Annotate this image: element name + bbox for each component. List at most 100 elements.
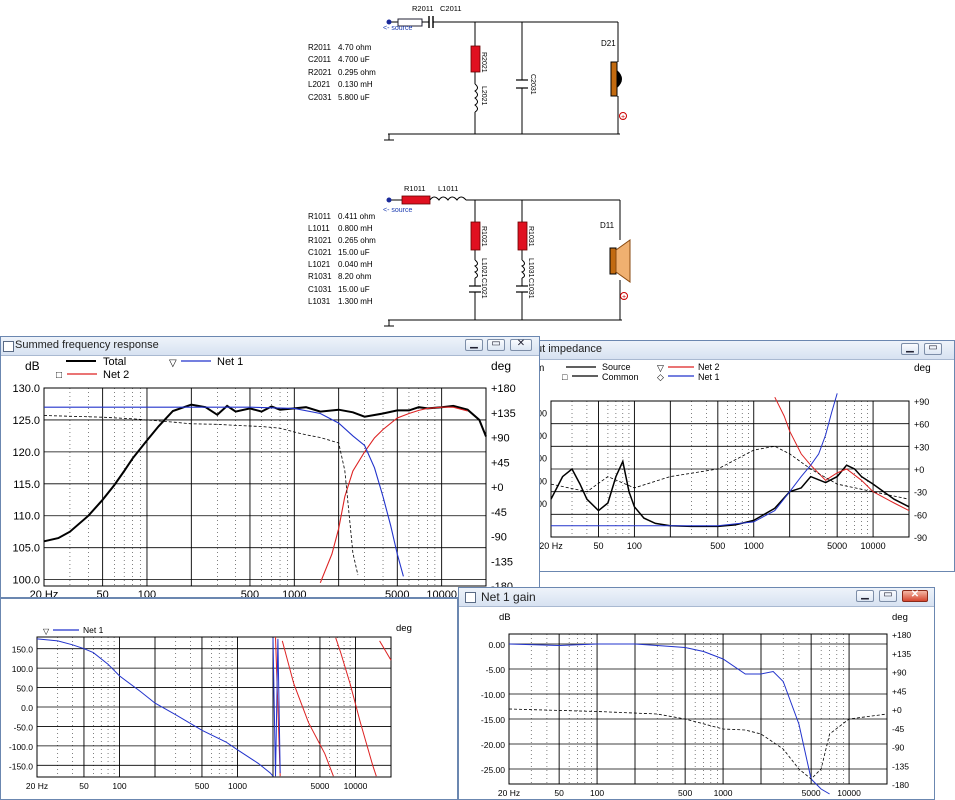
x-tick-label: 10000	[426, 589, 457, 598]
x-tick-label: 100	[590, 788, 604, 798]
capacitor-c1031[interactable]	[516, 285, 528, 293]
speaker-d11[interactable]	[609, 239, 631, 283]
deg-tick-label: +135	[892, 649, 911, 659]
deg-tick-label: +45	[491, 457, 510, 469]
x-tick-label: 500	[241, 589, 259, 598]
label-l2021: L2021	[480, 86, 487, 106]
label-r2021: R2021	[480, 52, 487, 73]
maximize-icon: ▭	[883, 589, 893, 600]
y-tick-label: 105.0	[12, 543, 40, 555]
maximize-icon: ▭	[491, 338, 501, 349]
label-c1031: C1031	[527, 278, 534, 299]
series-line-net-2	[319, 406, 468, 584]
phase-wrap-segment	[281, 640, 334, 777]
phase-window[interactable]: 150.0 100.0 50.0 0.0 -50.0 -100.0 -150.0 20 Hz 5…	[0, 598, 458, 800]
gain-titlebar[interactable]: Net 1 gain ▁ ▭ ✕	[459, 588, 934, 607]
y-tick-label: -15.00	[481, 715, 505, 725]
impedance-titlebar[interactable]: ut impedance ▁ ▭	[506, 341, 954, 360]
source-label-2: <- source	[383, 207, 412, 214]
deg-tick-label: -180	[892, 780, 909, 790]
speaker-d21[interactable]	[610, 61, 622, 97]
label-l1031: L1031	[527, 258, 534, 278]
right-unit-label: deg	[491, 359, 511, 373]
capacitor-c2011[interactable]	[428, 16, 434, 28]
summed-response-window[interactable]: Summed frequency response ▁ ▭ ✕ 130.0 125…	[0, 336, 540, 598]
close-button[interactable]: ✕	[510, 338, 532, 351]
resistor-r2021[interactable]	[470, 45, 481, 73]
legend-symbol-common: □	[562, 372, 568, 382]
x-tick-label: 20 Hz	[30, 589, 59, 598]
label-c1021: C1021	[480, 278, 487, 299]
deg-tick-label: -90	[491, 532, 507, 544]
inductor-l2021[interactable]	[474, 83, 478, 113]
label-c2011: C2011	[440, 4, 462, 13]
deg-tick-label: +90	[491, 433, 510, 445]
legend-label-net1: Net 1	[83, 625, 104, 635]
plot-frame	[43, 387, 487, 587]
label-r1021: R1021	[480, 226, 487, 247]
label-c2031: C2031	[529, 74, 536, 95]
phase-chart: 150.0 100.0 50.0 0.0 -50.0 -100.0 -150.0 20 Hz 5…	[9, 623, 412, 791]
values-table-2: R1011 0.411 ohm L1011 0.800 mH R1021 0.265 …	[308, 212, 376, 306]
minimize-button[interactable]: ▁	[901, 342, 919, 355]
deg-tick-label: +180	[491, 383, 516, 395]
phase-dashed-line	[508, 708, 888, 780]
maximize-icon: ▭	[928, 342, 938, 353]
series-line-net-2	[774, 396, 910, 512]
legend-label-common: Common	[602, 372, 639, 382]
phase-dashed-line	[550, 445, 910, 500]
minimize-button[interactable]: ▁	[465, 338, 483, 351]
deg-tick-label: -45	[892, 724, 905, 734]
minimize-icon: ▁	[906, 342, 914, 353]
resistor-r1021[interactable]	[470, 221, 481, 251]
y-tick-label: -100.0	[9, 742, 33, 752]
impedance-window[interactable]: ut impedance ▁ ▭ 00 00 00 00 00 +90 +60 +30 +0 -3…	[505, 340, 955, 572]
x-tick-label: 5000	[385, 589, 409, 598]
capacitor-c2031[interactable]	[516, 79, 528, 89]
series-line-net-1	[551, 393, 838, 527]
y-tick-label: -5.00	[486, 665, 506, 675]
x-tick-label: 5000	[827, 541, 847, 551]
inductor-l1021[interactable]	[474, 259, 478, 279]
x-tick-label: 50	[554, 788, 564, 798]
summed-chart: 130.0 125.0 120.0 115.0 110.0 105.0 100.0 +180 +…	[12, 356, 516, 598]
x-tick-label: 10000	[861, 541, 886, 551]
maximize-button[interactable]: ▭	[487, 338, 505, 351]
minimize-icon: ▁	[861, 589, 869, 600]
inductor-l1031[interactable]	[521, 259, 525, 279]
minimize-button[interactable]: ▁	[856, 589, 874, 602]
phase-dashed-line	[43, 415, 359, 576]
deg-tick-label: -45	[491, 507, 507, 519]
svg-text:+: +	[622, 294, 626, 301]
inductor-l1011[interactable]	[429, 196, 467, 201]
legend-label-net1: Net 1	[217, 356, 243, 368]
maximize-button[interactable]: ▭	[879, 589, 897, 602]
deg-tick-label: +90	[914, 397, 929, 407]
summed-titlebar[interactable]: Summed frequency response ▁ ▭ ✕	[1, 337, 539, 356]
resistor-r1031[interactable]	[517, 221, 528, 251]
y-tick-label: 00	[537, 454, 547, 464]
y-tick-label: -50.0	[14, 722, 34, 732]
y-tick-label: 0.00	[488, 640, 505, 650]
y-tick-label: 100.0	[12, 575, 40, 587]
maximize-button[interactable]: ▭	[924, 342, 942, 355]
net1-gain-window[interactable]: Net 1 gain ▁ ▭ ✕ 0.00 -5.00 -10.00 -15.00 -2…	[458, 587, 935, 800]
window-title: Summed frequency response	[15, 339, 159, 351]
x-tick-label: 20 Hz	[539, 541, 563, 551]
series-line-total	[43, 403, 487, 543]
close-icon: ✕	[910, 589, 920, 600]
x-tick-label: 1000	[228, 781, 247, 791]
left-unit-label: dB	[25, 359, 40, 373]
y-tick-label: 00	[537, 476, 547, 486]
series-line-source	[550, 458, 910, 528]
y-tick-label: -10.00	[481, 690, 505, 700]
legend-symbol-net2: □	[56, 370, 62, 381]
legend-label-source: Source	[602, 362, 631, 372]
phase-wrap-segment-net1	[272, 637, 281, 777]
window-title: Net 1 gain	[481, 590, 536, 604]
y-tick-label: 100.0	[12, 664, 34, 674]
resistor-r1011[interactable]	[401, 195, 431, 205]
capacitor-c1021[interactable]	[469, 285, 481, 293]
y-tick-label: 00	[537, 408, 547, 418]
close-button[interactable]: ✕	[902, 589, 928, 602]
